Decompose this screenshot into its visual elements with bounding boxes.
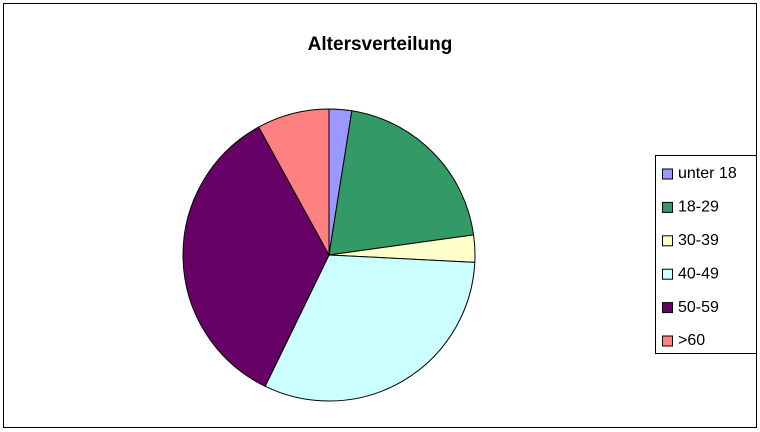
pie-slice xyxy=(257,108,330,256)
legend-label: >60 xyxy=(678,332,705,349)
legend-label: unter 18 xyxy=(678,165,737,182)
legend-label: 40-49 xyxy=(678,265,719,282)
legend-box xyxy=(655,155,757,354)
legend-swatch xyxy=(662,235,673,247)
legend-swatch xyxy=(662,302,673,314)
legend-swatch xyxy=(662,268,673,280)
legend-swatch xyxy=(662,335,673,347)
chart-title: Altersverteilung xyxy=(308,34,453,55)
pie-slice xyxy=(328,110,475,256)
legend-label: 30-39 xyxy=(678,232,719,249)
legend-label: 18-29 xyxy=(678,199,719,216)
legend-label: 50-59 xyxy=(678,299,719,316)
pie-slice xyxy=(264,254,476,402)
pie-slice xyxy=(182,126,330,387)
legend-swatch xyxy=(662,201,673,213)
legend-swatch xyxy=(662,168,673,180)
